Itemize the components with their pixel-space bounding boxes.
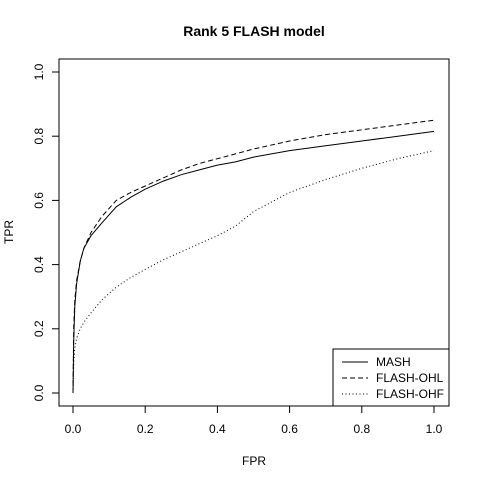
y-tick-label: 0.2 — [32, 320, 46, 337]
legend-label: FLASH-OHF — [376, 387, 444, 401]
x-tick-label: 1.0 — [426, 422, 443, 436]
chart-title: Rank 5 FLASH model — [183, 23, 325, 39]
legend-label: MASH — [376, 355, 411, 369]
y-tick-label: 1.0 — [32, 63, 46, 80]
y-tick-label: 0.6 — [32, 192, 46, 209]
y-axis-label: TPR — [2, 220, 16, 244]
series-line-flash-ohl — [72, 119, 435, 394]
x-tick-label: 0.4 — [209, 422, 226, 436]
x-axis-label: FPR — [242, 454, 266, 468]
x-tick-label: 0.8 — [353, 422, 370, 436]
x-tick-label: 0.6 — [281, 422, 298, 436]
y-tick-label: 0.0 — [32, 384, 46, 401]
x-tick-label: 0.2 — [137, 422, 154, 436]
legend-box — [332, 348, 450, 407]
series-group — [72, 119, 435, 394]
y-tick-label: 0.4 — [32, 256, 46, 273]
legend-label: FLASH-OHL — [376, 371, 444, 385]
y-axis: 0.0 0.2 0.4 0.6 0.8 1.0 — [32, 63, 60, 401]
legend: MASH FLASH-OHL FLASH-OHF — [332, 348, 450, 407]
y-tick-label: 0.8 — [32, 128, 46, 145]
x-axis: 0.0 0.2 0.4 0.6 0.8 1.0 — [65, 405, 443, 436]
x-tick-label: 0.0 — [65, 422, 82, 436]
